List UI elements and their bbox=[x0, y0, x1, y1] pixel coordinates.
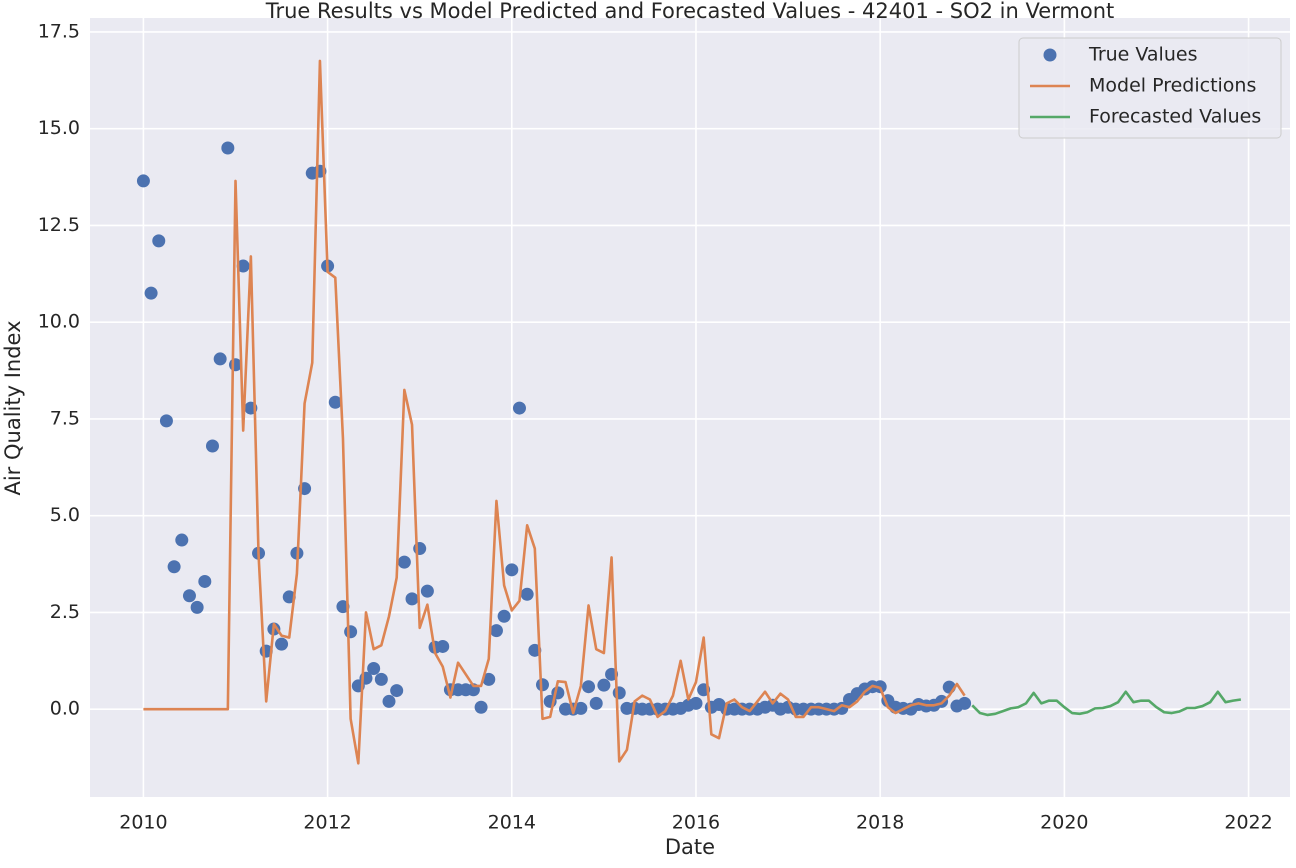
x-tick-label: 2018 bbox=[856, 812, 904, 834]
series-line bbox=[143, 59, 966, 765]
data-point bbox=[612, 686, 626, 700]
data-point bbox=[275, 637, 289, 651]
y-tick-label: 12.5 bbox=[38, 214, 80, 236]
data-point bbox=[152, 234, 166, 248]
data-point bbox=[535, 678, 549, 692]
y-tick-label: 5.0 bbox=[50, 504, 80, 526]
data-point bbox=[420, 584, 434, 598]
data-point bbox=[405, 592, 419, 606]
x-tick-label: 2010 bbox=[119, 812, 167, 834]
data-point bbox=[136, 174, 150, 188]
data-point bbox=[497, 609, 511, 623]
data-point bbox=[190, 600, 204, 614]
y-axis-label: Air Quality Index bbox=[1, 320, 25, 495]
plot-area bbox=[90, 18, 1290, 797]
data-point bbox=[382, 694, 396, 708]
data-point bbox=[512, 401, 526, 415]
data-point bbox=[597, 678, 611, 692]
data-point bbox=[374, 672, 388, 686]
data-point bbox=[159, 414, 173, 428]
x-tick-label: 2012 bbox=[303, 812, 351, 834]
data-point bbox=[935, 694, 949, 708]
legend-marker bbox=[1043, 48, 1057, 62]
data-point bbox=[482, 672, 496, 686]
data-point bbox=[574, 701, 588, 715]
data-point bbox=[205, 439, 219, 453]
data-point bbox=[582, 680, 596, 694]
x-tick-label: 2020 bbox=[1040, 812, 1088, 834]
chart-title: True Results vs Model Predicted and Fore… bbox=[265, 0, 1115, 23]
y-tick-label: 0.0 bbox=[50, 698, 80, 720]
x-tick-label: 2014 bbox=[488, 812, 536, 834]
data-point bbox=[236, 259, 250, 273]
y-tick-label: 17.5 bbox=[38, 20, 80, 42]
y-tick-label: 7.5 bbox=[50, 407, 80, 429]
legend-label: True Values bbox=[1088, 44, 1197, 66]
data-point bbox=[436, 639, 450, 653]
data-point bbox=[328, 395, 342, 409]
series-line bbox=[971, 690, 1242, 717]
data-point bbox=[520, 587, 534, 601]
grid bbox=[90, 18, 1290, 797]
data-point bbox=[175, 533, 189, 547]
legend-label: Forecasted Values bbox=[1089, 106, 1261, 128]
x-tick-label: 2016 bbox=[672, 812, 720, 834]
data-point bbox=[344, 625, 358, 639]
y-tick-label: 2.5 bbox=[50, 601, 80, 623]
data-point bbox=[167, 560, 181, 574]
data-point bbox=[474, 700, 488, 714]
data-point bbox=[505, 563, 519, 577]
data-point bbox=[213, 352, 227, 366]
data-point bbox=[397, 555, 411, 569]
marks bbox=[136, 59, 1242, 765]
data-point bbox=[390, 684, 404, 698]
data-point bbox=[221, 141, 235, 155]
data-point bbox=[689, 696, 703, 710]
legend-box bbox=[1018, 37, 1282, 139]
data-point bbox=[413, 542, 427, 556]
legend: True Values Model Predictions Forecasted V… bbox=[1018, 37, 1282, 139]
y-tick-label: 15.0 bbox=[38, 117, 80, 139]
data-point bbox=[489, 624, 503, 638]
x-tick-label: 2022 bbox=[1224, 812, 1272, 834]
data-point bbox=[367, 662, 381, 676]
data-point bbox=[182, 589, 196, 603]
data-point bbox=[144, 286, 158, 300]
x-axis-label: Date bbox=[665, 835, 715, 859]
legend-label: Model Predictions bbox=[1089, 75, 1256, 97]
data-point bbox=[589, 696, 603, 710]
y-tick-label: 10.0 bbox=[38, 311, 80, 333]
data-point bbox=[958, 696, 972, 710]
data-point bbox=[198, 574, 212, 588]
